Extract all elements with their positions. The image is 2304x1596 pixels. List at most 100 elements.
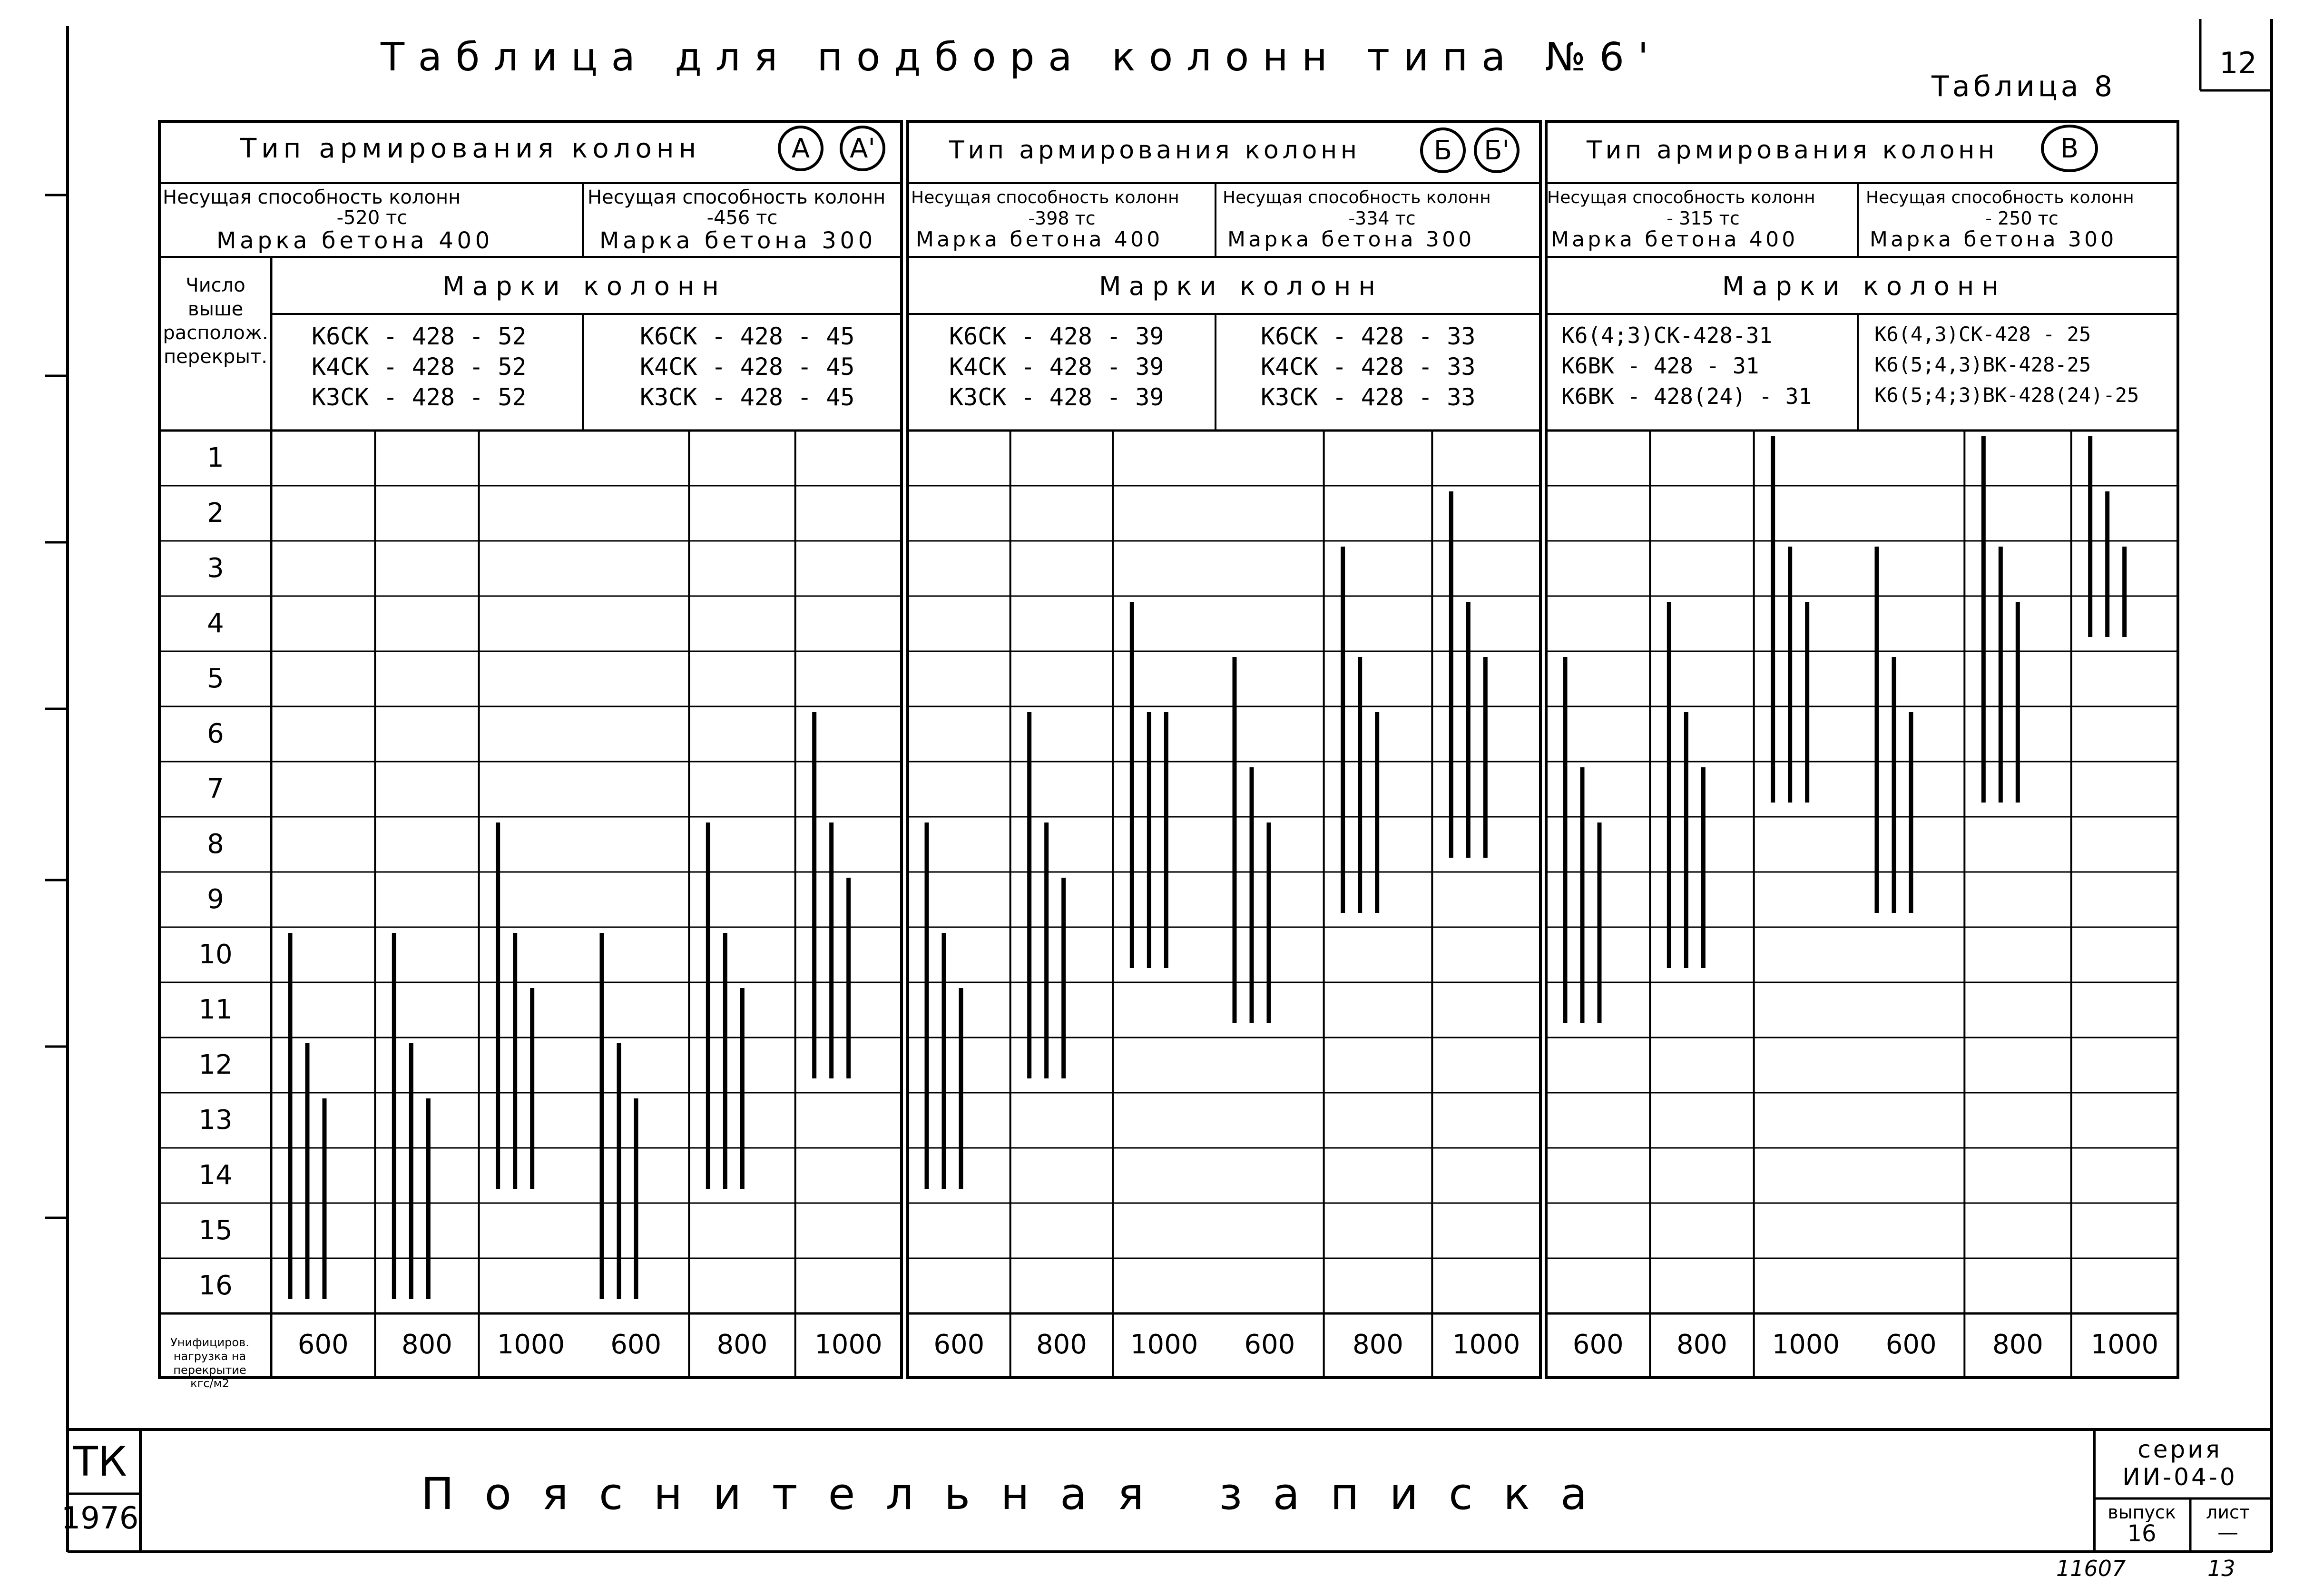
floor-number: 6 [207,718,224,749]
group-c-col-mark-2-3: К6(5;4;3)ВК-428(24)-25 [1874,383,2139,407]
floor-number: 11 [198,994,233,1025]
load-value: 600 [1244,1329,1295,1360]
mark-a-prime-label: А' [850,133,875,164]
row-header-label: Число выше располож. перекрыт. [163,274,268,368]
group-c-capacity-2: Несущая способность колонн [1866,188,2134,207]
load-value: 800 [716,1329,768,1360]
group-a-col-mark-2-1: К6СК - 428 - 45 [640,323,855,350]
floor-number: 9 [207,884,224,915]
group-a-capacity-2: Несущая способность колонн [588,186,886,208]
table-number: Таблица 8 [1931,70,2116,103]
load-value: 1000 [1772,1329,1840,1360]
load-label: Унифициров. нагрузка на перекрытие кгс/м… [150,1336,269,1390]
corner-sheet-number: 12 [2219,46,2257,80]
floor-number: 16 [198,1270,233,1301]
group-b-capacity-2: Несущая способность колонн [1223,188,1491,207]
mark-v-circle: В [2041,125,2098,172]
load-value: 600 [1885,1329,1937,1360]
group-a-capacity-1: Несущая способность колонн [163,186,461,208]
group-b-concrete-1: Марка бетона 400 [916,227,1163,252]
load-label-line-4: кгс/м2 [190,1377,229,1390]
floor-number: 4 [207,608,224,639]
mark-b-prime-label: Б' [1484,135,1510,166]
load-value: 800 [1992,1329,2043,1360]
load-value: 800 [1036,1329,1087,1360]
floor-number: 10 [198,939,233,970]
load-label-line-1: Унифициров. [170,1336,249,1349]
mark-v-label: В [2060,133,2079,164]
group-b-col-mark-1-3: К3СК - 428 - 39 [949,383,1164,411]
load-value: 1000 [1452,1329,1520,1360]
group-c-concrete-2: Марка бетона 300 [1870,227,2117,252]
load-value: 1000 [1130,1329,1198,1360]
load-value: 600 [297,1329,349,1360]
load-value: 800 [1677,1329,1727,1360]
floor-number: 8 [207,829,224,860]
load-value: 1000 [497,1329,565,1360]
group-b-marki-label: Марки колонн [1099,271,1383,301]
group-a-header: Тип армирования колонн [240,133,701,164]
load-value: 1000 [814,1329,882,1360]
group-a-concrete-1: Марка бетона 400 [216,227,493,254]
floor-number: 5 [207,663,224,694]
group-a-capacity-value-1: -520 тс [336,207,408,229]
load-value: 600 [1572,1329,1624,1360]
mark-a-prime-circle: А' [840,126,885,171]
floor-number: 14 [198,1160,233,1191]
issue-label: выпуск [2108,1502,2176,1523]
sheet-title: Таблица для подбора колонн типа №6' [381,35,1662,80]
archive-number: 11607 [2056,1556,2126,1581]
group-c-col-mark-2-1: К6(4,3)СК-428 - 25 [1874,323,2091,346]
floor-number: 2 [207,498,224,529]
floor-number: 13 [198,1105,233,1136]
group-c-col-mark-2-2: К6(5;4,3)ВК-428-25 [1874,353,2091,376]
group-b-header: Тип армирования колонн [949,136,1361,165]
group-a-col-mark-1-3: К3СК - 428 - 52 [312,383,527,411]
group-b-col-mark-2-3: К3СК - 428 - 33 [1261,383,1476,411]
table-group-0-frame [158,120,903,1379]
group-c-capacity-value-2: - 250 тс [1985,208,2059,229]
floor-number: 12 [198,1049,233,1080]
table-group-2-frame [1545,120,2179,1379]
group-a-marki-label: Марки колонн [442,271,727,301]
floor-number: 7 [207,774,224,804]
group-b-capacity-1: Несущая способность колонн [911,188,1179,207]
sheet-value: — [2217,1520,2238,1545]
org-year: 1976 [61,1501,139,1536]
floor-number: 3 [207,553,224,584]
mark-a-circle: А [778,126,824,171]
group-a-capacity-value-2: -456 тс [706,207,778,229]
group-a-col-mark-1-2: К4СК - 428 - 52 [312,353,527,381]
group-a-col-mark-1-1: К6СК - 428 - 52 [312,323,527,350]
series-label: серия [2137,1436,2222,1463]
load-value: 800 [1353,1329,1403,1360]
group-b-concrete-2: Марка бетона 300 [1227,227,1475,252]
table-group-1-frame [906,120,1542,1379]
sheet-label: лист [2206,1502,2250,1523]
load-label-line-3: перекрытие [173,1363,246,1377]
floor-number: 15 [198,1215,233,1246]
mark-b-prime-circle: Б' [1474,127,1520,173]
mark-b-circle: Б [1420,127,1466,173]
group-b-capacity-value-2: -334 тс [1348,208,1416,229]
group-c-concrete-1: Марка бетона 400 [1551,227,1798,252]
floor-number: 1 [207,442,224,473]
group-c-header: Тип армирования колонн [1587,136,1998,165]
load-value: 600 [610,1329,662,1360]
org-code: ТК [73,1438,127,1486]
group-a-col-mark-2-3: К3СК - 428 - 45 [640,383,855,411]
mark-a-label: А [791,133,810,164]
group-c-capacity-1: Несущая способность колонн [1547,188,1815,207]
group-b-col-mark-1-2: К4СК - 428 - 39 [949,353,1164,381]
group-c-marki-label: Марки колонн [1722,271,2007,301]
group-c-col-mark-1-1: К6(4;3)СК-428-31 [1561,323,1773,348]
group-b-col-mark-2-1: К6СК - 428 - 33 [1261,323,1476,350]
document-name: Пояснительная записка [421,1469,1618,1519]
group-c-col-mark-1-3: К6ВК - 428(24) - 31 [1561,383,1812,409]
group-b-capacity-value-1: -398 тс [1028,208,1096,229]
page-number: 13 [2207,1556,2235,1581]
load-label-line-2: нагрузка на [173,1349,246,1363]
